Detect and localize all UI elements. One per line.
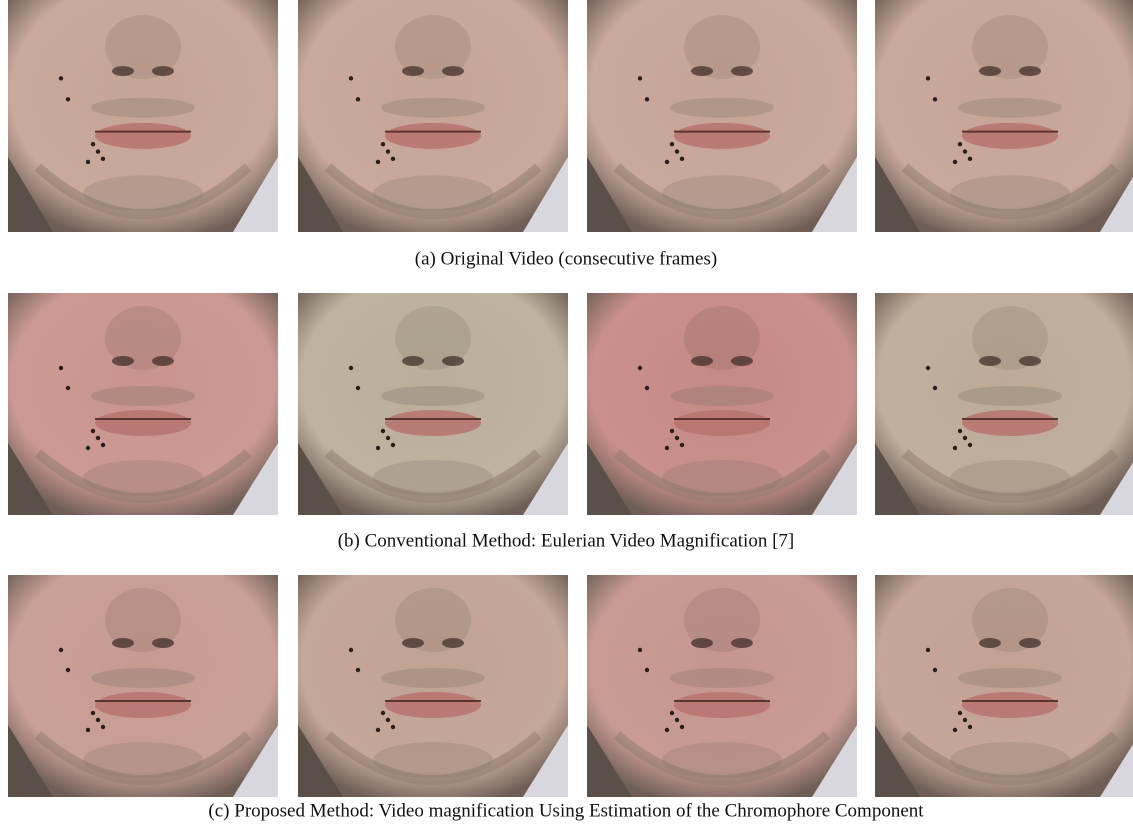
face-image: [875, 293, 1133, 515]
face-image: [587, 0, 857, 232]
face-image: [298, 575, 568, 797]
face-image: [875, 575, 1133, 797]
caption: (a) Original Video (consecutive frames): [415, 248, 717, 269]
page: (a) Original Video (consecutive frames) …: [0, 0, 1133, 830]
figure: (a) Original Video (consecutive frames) …: [0, 0, 1133, 830]
caption: (b) Conventional Method: Eulerian Video …: [338, 530, 795, 551]
face-image: [298, 293, 568, 515]
panels: [8, 0, 1133, 797]
face-image: [587, 575, 857, 797]
face-image: [298, 0, 568, 232]
caption: (c) Proposed Method: Video magnification…: [208, 800, 924, 821]
face-image: [875, 0, 1133, 232]
face-image: [8, 0, 278, 232]
face-image: [8, 575, 278, 797]
face-image: [587, 293, 857, 515]
face-image: [8, 293, 278, 515]
